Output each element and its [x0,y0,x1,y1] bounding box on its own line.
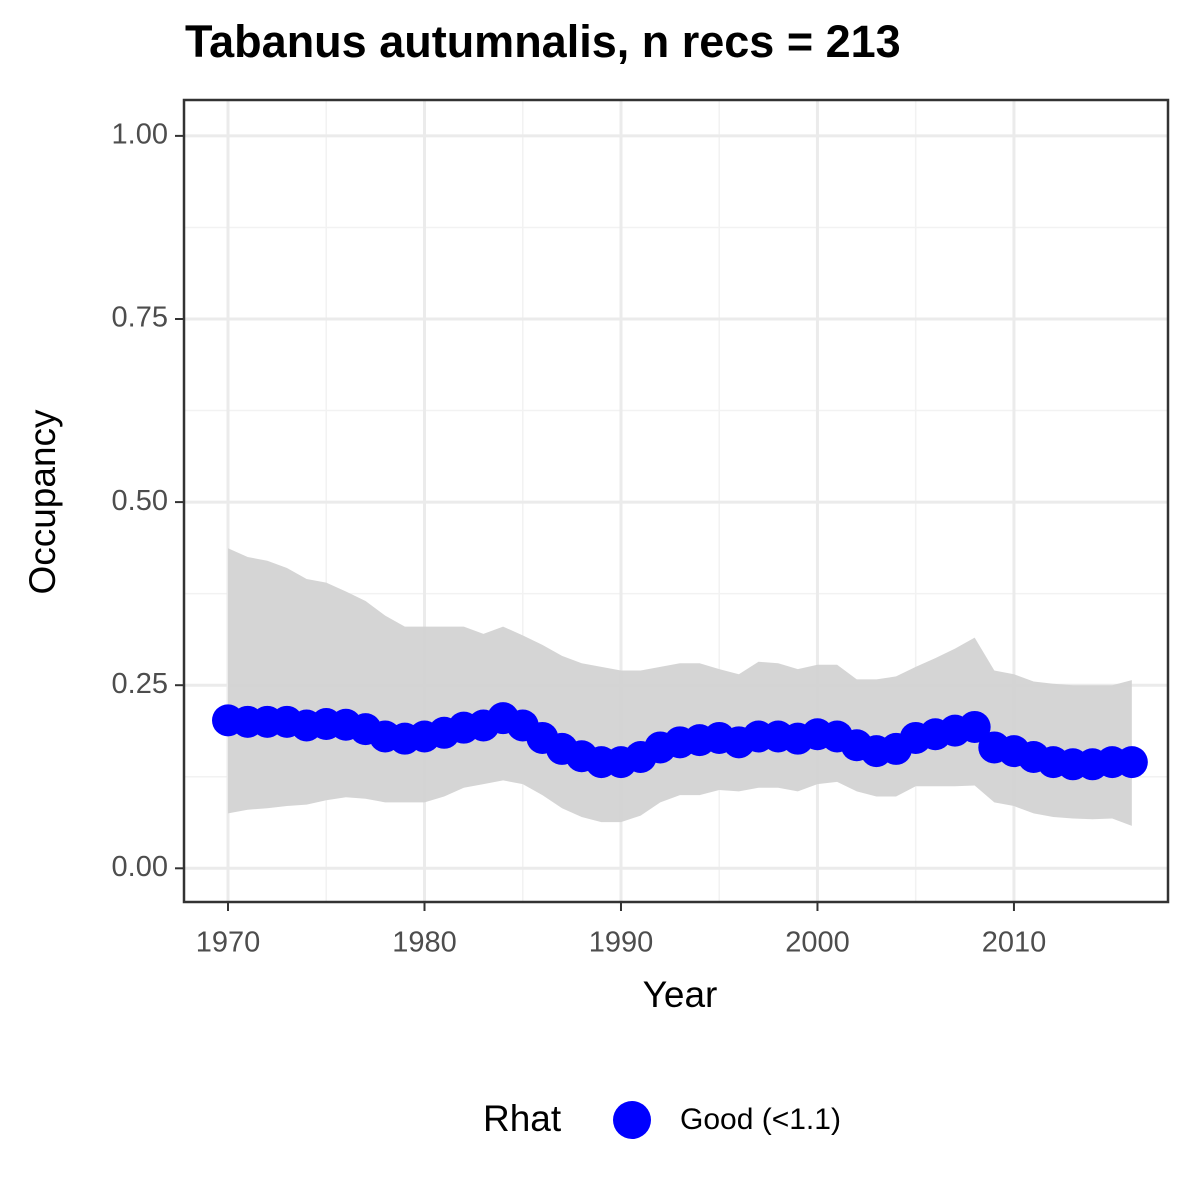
legend-title: Rhat [483,1098,562,1139]
x-tick-label: 2000 [785,927,850,959]
y-tick-label: 0.25 [112,668,168,700]
y-tick-label: 1.00 [112,119,168,151]
x-tick-label: 1990 [589,927,654,959]
x-axis-label: Year [643,974,718,1015]
panel-border [182,98,1170,904]
chart-title: Tabanus autumnalis, n recs = 213 [185,16,901,67]
y-tick-label: 0.50 [112,485,168,517]
point [1115,746,1148,779]
x-tick-label: 2010 [982,927,1047,959]
y-axis-label: Occupancy [22,409,63,595]
y-tick-label: 0.00 [112,851,168,883]
legend-key [613,1101,651,1139]
confidence-ribbon [228,548,1132,826]
point [958,710,991,743]
x-tick-label: 1980 [392,927,457,959]
y-tick-label: 0.75 [112,302,168,334]
legend-label: Good (<1.1) [680,1103,841,1136]
x-tick-label: 1970 [196,927,261,959]
